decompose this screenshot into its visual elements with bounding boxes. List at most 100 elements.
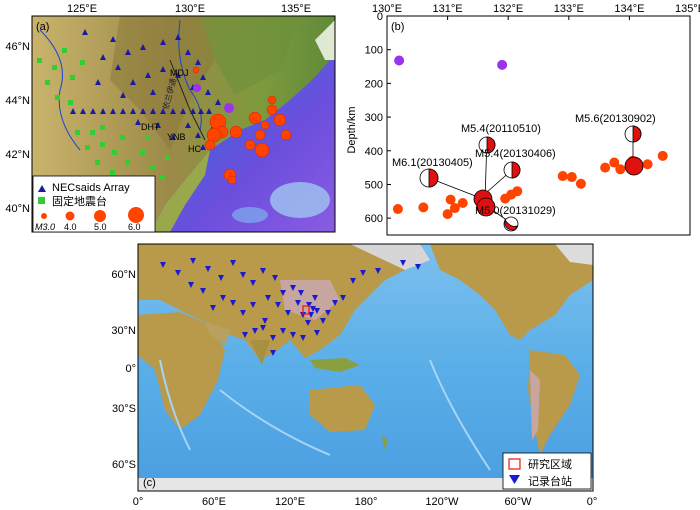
station-triangle bbox=[205, 266, 211, 272]
station-triangle bbox=[360, 270, 366, 276]
depth-point bbox=[457, 197, 468, 208]
india bbox=[250, 340, 270, 365]
deep-event-purple bbox=[224, 103, 234, 113]
africa bbox=[138, 312, 225, 430]
lat-tick: 30°N bbox=[111, 325, 136, 337]
panel-a-map: 125°E 130°E 135°E 46°N 44°N 42°N 40°N bbox=[5, 3, 336, 233]
station-triangle bbox=[350, 278, 356, 284]
station-triangle bbox=[270, 350, 276, 356]
station-triangle bbox=[190, 258, 196, 264]
station-triangle bbox=[220, 295, 226, 301]
square-icon bbox=[38, 197, 45, 204]
triangle-icon bbox=[509, 475, 520, 484]
depth-point bbox=[449, 203, 460, 214]
legend-necsaids: NECsaids Array bbox=[52, 182, 130, 194]
lon-tick: 125°E bbox=[67, 3, 97, 15]
lat-tick: 46°N bbox=[5, 41, 30, 53]
station-triangle bbox=[300, 335, 306, 341]
lat-tick: 40°N bbox=[5, 203, 30, 215]
lon-tick: 120°E bbox=[275, 496, 305, 508]
panel-a-lat-ticks: 46°N 44°N 42°N 40°N bbox=[5, 41, 30, 215]
annotation-20131029: M5.0(20131029) bbox=[475, 205, 556, 217]
station-triangle bbox=[298, 290, 304, 296]
lon-tick: 120°W bbox=[425, 496, 459, 508]
necsaids-stations bbox=[70, 29, 221, 150]
lat-tick: 60°N bbox=[111, 269, 136, 281]
station-triangle bbox=[306, 302, 312, 308]
station-triangle bbox=[175, 270, 181, 276]
panel-a-label: (a) bbox=[36, 21, 49, 33]
lat-tick: 60°S bbox=[112, 459, 136, 471]
station-triangle bbox=[325, 310, 331, 316]
station-triangle bbox=[240, 272, 246, 278]
focal-mechanisms bbox=[419, 125, 644, 232]
lon-tick: 135°E bbox=[281, 3, 311, 15]
place-dht: DHT bbox=[141, 122, 160, 132]
legend-fixed: 固定地震台 bbox=[52, 194, 107, 208]
station-triangle bbox=[290, 285, 296, 291]
depth-point bbox=[394, 55, 405, 66]
lon-tick: 60°E bbox=[202, 496, 226, 508]
station-triangle bbox=[314, 308, 320, 314]
x-tick-label: 131°E bbox=[433, 3, 463, 15]
lat-tick: 30°S bbox=[112, 403, 136, 415]
panel-c-lat-ticks: 60°N 30°N 0° 30°S 60°S bbox=[111, 269, 136, 471]
coast-land bbox=[315, 20, 335, 60]
panel-c-world-map: (c) 60°N 30°N 0° 30°S 60°S 0° 60°E 120°E… bbox=[111, 243, 598, 508]
depth-point bbox=[512, 186, 523, 197]
station-triangle bbox=[312, 295, 318, 301]
legend-stations: 记录台站 bbox=[528, 474, 572, 488]
lon-tick: 0° bbox=[133, 496, 144, 508]
antarctica bbox=[138, 478, 593, 491]
arctic-land bbox=[350, 244, 430, 270]
legend-study-area: 研究区域 bbox=[528, 457, 572, 471]
panel-b-depth-chart: (b) Depth/km 130°E 131°E 132°E 133°E 134°E 13… bbox=[346, 3, 700, 236]
depth-point bbox=[657, 150, 668, 161]
y-tick-label: 100 bbox=[365, 45, 383, 57]
station-triangle bbox=[210, 305, 216, 311]
lon-tick: 60°W bbox=[504, 496, 532, 508]
station-triangle bbox=[314, 330, 320, 336]
y-tick-label: 400 bbox=[365, 146, 383, 158]
north-america bbox=[430, 244, 593, 340]
event-annotations: M5.4(20110510) M5.6(20130902) M5.4(20130… bbox=[392, 113, 656, 217]
lon-tick: 0° bbox=[587, 496, 598, 508]
station-triangle bbox=[270, 335, 276, 341]
depth-point bbox=[600, 162, 611, 173]
panel-c-label: (c) bbox=[143, 477, 156, 489]
station-triangle bbox=[290, 332, 296, 338]
depth-point bbox=[442, 209, 453, 220]
panel-a-frame bbox=[31, 15, 336, 233]
triangle-icon bbox=[38, 185, 46, 192]
australia bbox=[310, 385, 375, 432]
x-tick-label: 130°E bbox=[372, 3, 402, 15]
station-triangle bbox=[280, 290, 286, 296]
station-triangle bbox=[262, 318, 268, 324]
andes bbox=[530, 370, 540, 440]
mid-ocean-ridge bbox=[159, 359, 491, 471]
station-triangle bbox=[260, 325, 266, 331]
panel-c-lon-ticks: 0° 60°E 120°E 180° 120°W 60°W 0° bbox=[133, 496, 598, 508]
korea-coast bbox=[150, 150, 210, 232]
x-tick-label: 132°E bbox=[493, 3, 523, 15]
annotation-20110510: M5.4(20110510) bbox=[461, 123, 541, 135]
station-triangle bbox=[218, 275, 224, 281]
station-triangle bbox=[252, 328, 258, 334]
station-triangle bbox=[250, 280, 256, 286]
station-triangle bbox=[295, 300, 301, 306]
y-tick-labels: 0 100 200 300 400 500 600 bbox=[365, 11, 391, 225]
seamount bbox=[270, 182, 330, 218]
y-tick-label: 300 bbox=[365, 112, 383, 124]
legend-mag-1: 4.0 bbox=[64, 222, 77, 232]
forest-terrain bbox=[200, 16, 300, 95]
station-triangle bbox=[160, 262, 166, 268]
station-triangle bbox=[375, 268, 381, 274]
station-triangle bbox=[265, 295, 271, 301]
station-triangle bbox=[280, 328, 286, 334]
legend-mag-0: M3.0 bbox=[35, 222, 55, 232]
station-triangle bbox=[230, 300, 236, 306]
station-triangle bbox=[188, 282, 194, 288]
study-area-box bbox=[302, 305, 310, 315]
place-mdj: MDJ bbox=[170, 68, 189, 78]
station-triangle bbox=[320, 318, 326, 324]
